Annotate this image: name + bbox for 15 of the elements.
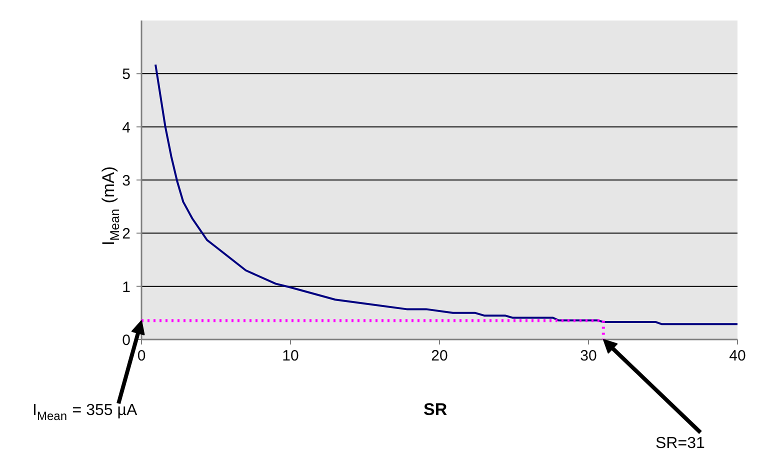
x-tick-label: 10 [282,348,299,364]
y-tick-label: 0 [122,332,130,349]
y-tick-label: 2 [122,226,130,243]
x-axis-title: SR [424,400,448,419]
x-tick-label: 20 [431,348,448,364]
x-tick-label: 30 [580,348,597,364]
annotation: SR=31 [656,435,705,452]
x-tick-label: 0 [137,348,146,364]
y-tick-label: 1 [122,278,130,296]
y-tick-label: 3 [122,172,130,190]
y-tick-label: 5 [122,66,130,84]
y-axis-title: IMean (mA) [99,166,122,246]
line-series [154,64,738,326]
x-tick-label: 40 [729,348,746,364]
y-tick-label: 4 [122,119,130,136]
